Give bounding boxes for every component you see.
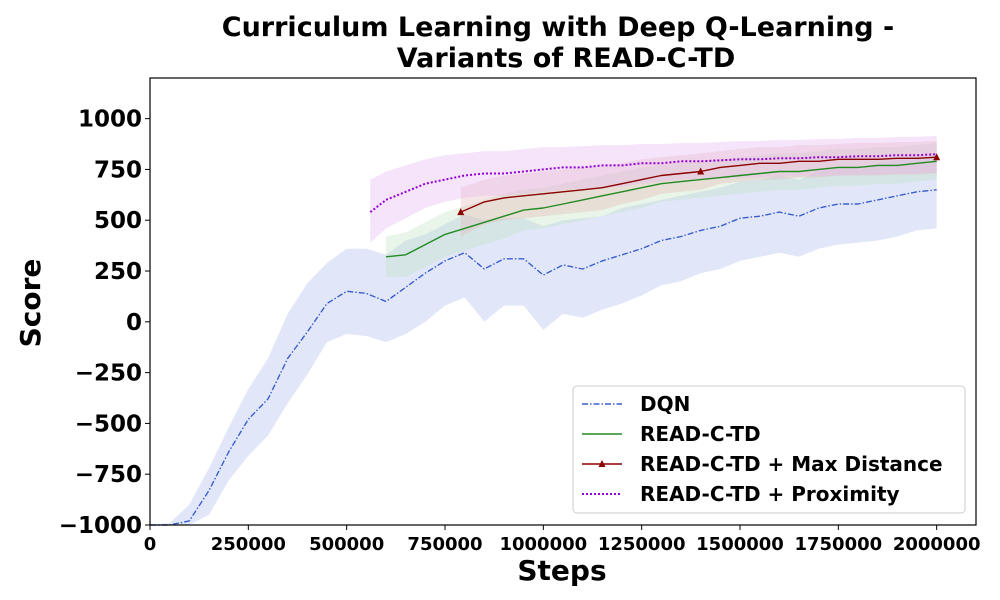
legend: DQN READ-C-TD READ-C-TD + Max Distance READ… [572,385,966,514]
y-tick-label: 0 [126,310,142,336]
y-tick-label: −500 [75,411,142,437]
y-tick-label: 250 [94,259,142,285]
y-axis-ticks: −1000 −750 −500 −250 0 250 500 750 1000 [59,107,150,539]
y-tick-label: 1000 [78,107,142,133]
marker-read-c-td-max-distance [933,153,941,161]
marker-read-c-td-max-distance [457,208,465,216]
y-axis-label: Score [14,259,47,348]
y-tick-label: 750 [94,157,142,183]
x-axis-ticks: 0 250000 500000 750000 1000000 1250000 1500000… [144,525,981,555]
x-tick-label: 2000000 [893,534,981,555]
y-tick-label: −250 [75,361,142,387]
x-tick-label: 1500000 [696,534,784,555]
band-read-c-td-proximity [370,135,937,243]
x-tick-label: 1750000 [794,534,882,555]
line-dqn [150,189,937,526]
x-tick-label: 750000 [407,534,482,555]
legend-marker-read-c-td-max-distance [598,460,606,467]
y-tick-label: −1000 [59,513,142,539]
legend-box [572,385,966,514]
legend-label-dqn: DQN [640,392,690,416]
x-axis-label: Steps [517,554,606,587]
x-tick-label: 500000 [309,534,384,555]
line-read-c-td [385,160,937,258]
x-tick-label: 0 [144,534,157,555]
legend-label-read-c-td-max-distance: READ-C-TD + Max Distance [640,452,943,476]
band-dqn [150,155,937,525]
plot-frame [149,77,977,526]
y-tick-label: −750 [75,462,142,488]
line-read-c-td-proximity [369,153,937,213]
band-read-c-td [386,143,937,278]
chart-title-line-1: Curriculum Learning with Deep Q-Learning… [222,12,894,43]
x-tick-label: 250000 [211,534,286,555]
legend-label-read-c-td: READ-C-TD [640,422,761,446]
chart-title-line-2: Variants of READ-C-TD [397,43,735,74]
band-read-c-td-max-distance [460,141,937,237]
legend-label-read-c-td-proximity: READ-C-TD + Proximity [640,482,900,506]
confidence-bands [150,135,937,525]
y-tick-label: 500 [94,208,142,234]
marker-read-c-td-max-distance [697,167,705,175]
x-tick-label: 1250000 [598,534,686,555]
x-tick-label: 1000000 [499,534,587,555]
series-lines [150,153,941,526]
